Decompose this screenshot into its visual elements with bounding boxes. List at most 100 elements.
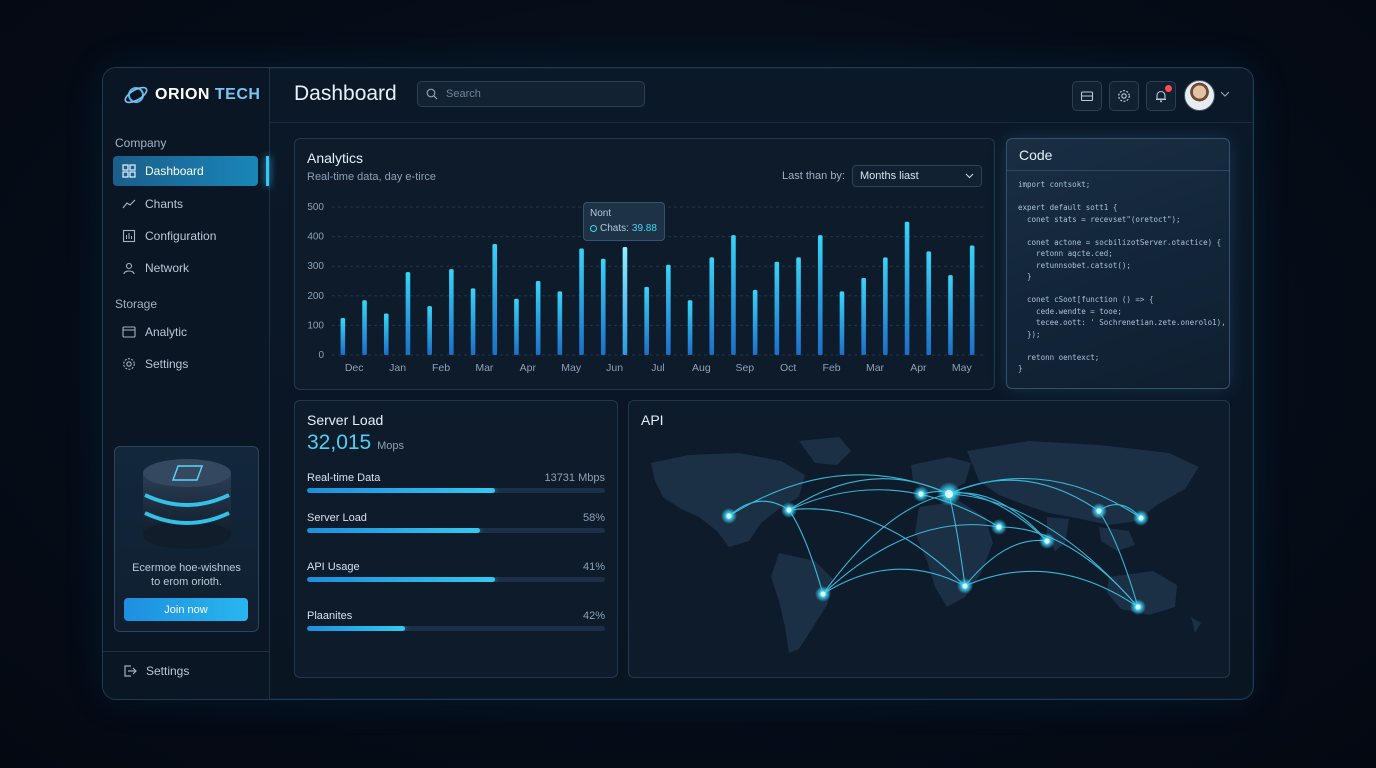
chart-bar[interactable] — [383, 313, 389, 355]
chart-bar[interactable] — [470, 288, 476, 355]
sidebar-item-label: Settings — [145, 357, 189, 371]
network-link — [822, 524, 1000, 595]
chart-bar[interactable] — [904, 221, 910, 355]
sidebar-item-chants[interactable]: Chants — [113, 189, 258, 219]
chart-bar[interactable] — [492, 244, 498, 355]
chart-bar[interactable] — [948, 275, 953, 355]
analytics-title: Analytics — [307, 150, 364, 166]
config-icon — [122, 229, 136, 243]
tooltip-series-dot — [590, 225, 597, 232]
chart-tooltip: Nont Chats: 39.88 — [583, 202, 665, 241]
network-node[interactable] — [1096, 508, 1102, 514]
chart-bar[interactable] — [427, 306, 432, 355]
chart-bar[interactable] — [362, 300, 367, 355]
inbox-button[interactable] — [1072, 81, 1102, 111]
sidebar-item-configuration[interactable]: Configuration — [113, 221, 258, 251]
sidebar-item-analytic[interactable]: Analytic — [113, 317, 258, 347]
chart-bar[interactable] — [514, 298, 519, 355]
x-tick-label: May — [952, 362, 973, 374]
join-now-button[interactable]: Join now — [124, 598, 248, 621]
sidebar-footer-settings[interactable]: Settings — [123, 664, 189, 678]
period-select-value: Months liast — [860, 170, 919, 182]
meter-fill — [307, 626, 406, 631]
server-load-card: Server Load 32,015 Mops Real-time Data 13… — [294, 400, 618, 678]
chart-bar[interactable] — [622, 246, 628, 355]
chart-bar[interactable] — [535, 281, 541, 355]
world-network-map[interactable] — [629, 401, 1229, 677]
chart-bar[interactable] — [861, 278, 866, 355]
sidebar-item-dashboard[interactable]: Dashboard — [113, 156, 269, 186]
chart-bar[interactable] — [883, 257, 888, 355]
chart-bar[interactable] — [926, 251, 932, 355]
network-node[interactable] — [945, 490, 953, 498]
window-icon — [122, 326, 136, 338]
x-tick-label: Feb — [823, 362, 841, 374]
search-input[interactable] — [444, 87, 638, 101]
europe-shape — [911, 457, 971, 493]
chart-bar[interactable] — [752, 289, 758, 355]
meter-label: API Usage — [307, 561, 360, 573]
network-node[interactable] — [1138, 515, 1144, 521]
network-link — [920, 490, 1048, 542]
x-tick-label: Mar — [866, 362, 885, 374]
database-icon — [143, 459, 231, 549]
network-link — [948, 493, 1139, 608]
network-node[interactable] — [918, 491, 924, 497]
notifications-button[interactable] — [1146, 81, 1176, 111]
settings-button[interactable] — [1109, 81, 1139, 111]
chart-bar[interactable] — [796, 257, 801, 355]
chart-bar[interactable] — [644, 286, 649, 355]
period-select[interactable]: Months liast — [852, 165, 982, 187]
sidebar-item-label: Dashboard — [145, 164, 204, 178]
meter-fill — [307, 488, 495, 493]
y-tick-label: 300 — [307, 261, 324, 272]
avatar[interactable] — [1184, 80, 1215, 111]
chart-bar[interactable] — [709, 257, 715, 355]
tooltip-row: Chats: 39.88 — [590, 223, 657, 234]
chart-bar[interactable] — [969, 245, 975, 355]
sidebar-item-network[interactable]: Network — [113, 253, 258, 283]
promo-text: Ecermoe hoe-wishnes to erom orioth. — [132, 562, 241, 588]
x-tick-label: Apr — [910, 362, 927, 374]
chart-bar[interactable] — [666, 264, 671, 355]
analytics-bar-chart[interactable]: 0 100 200 300 400 500 Dec Jan Feb Mar Apr May Jun Jul… — [295, 139, 994, 389]
chart-bar[interactable] — [340, 318, 346, 355]
search-box[interactable] — [417, 81, 645, 107]
network-node[interactable] — [996, 524, 1002, 530]
meter-fill — [307, 528, 480, 533]
chart-bar[interactable] — [579, 248, 584, 355]
chart-bar[interactable] — [774, 261, 780, 355]
chart-bar[interactable] — [731, 235, 736, 355]
network-node[interactable] — [1135, 604, 1141, 610]
api-title: API — [641, 412, 664, 428]
meter-row: Server Load 58% — [307, 512, 605, 533]
chart-bar[interactable] — [600, 258, 606, 355]
network-link — [788, 508, 966, 587]
new-zealand-shape — [1191, 617, 1201, 633]
chart-bar[interactable] — [839, 291, 845, 355]
network-node[interactable] — [962, 583, 968, 589]
y-tick-label: 500 — [307, 202, 324, 213]
sidebar-item-settings[interactable]: Settings — [113, 349, 258, 379]
code-title: Code — [1019, 147, 1053, 163]
x-tick-label: Aug — [692, 362, 711, 374]
tooltip-value: 39.88 — [631, 223, 657, 234]
chart-bar[interactable] — [449, 269, 454, 355]
chart-bar[interactable] — [557, 291, 563, 355]
network-node[interactable] — [1044, 538, 1050, 544]
chart-bar[interactable] — [817, 235, 823, 355]
brand-logo[interactable]: ORION TECH — [123, 84, 260, 106]
chart-bar[interactable] — [687, 300, 693, 355]
y-tick-label: 0 — [318, 350, 324, 361]
api-card: API — [628, 400, 1230, 678]
chevron-down-icon[interactable] — [1220, 91, 1230, 97]
chart-bar[interactable] — [405, 272, 411, 355]
meter-row: Plaanites 42% — [307, 610, 605, 631]
x-tick-label: Mar — [475, 362, 494, 374]
network-node[interactable] — [786, 507, 792, 513]
chevron-down-icon — [965, 173, 974, 179]
meter-value: 41% — [582, 561, 605, 573]
network-node[interactable] — [820, 591, 826, 597]
code-snippet[interactable]: import contsokt; expert default sott1 { … — [1018, 180, 1226, 373]
network-node[interactable] — [726, 513, 732, 519]
